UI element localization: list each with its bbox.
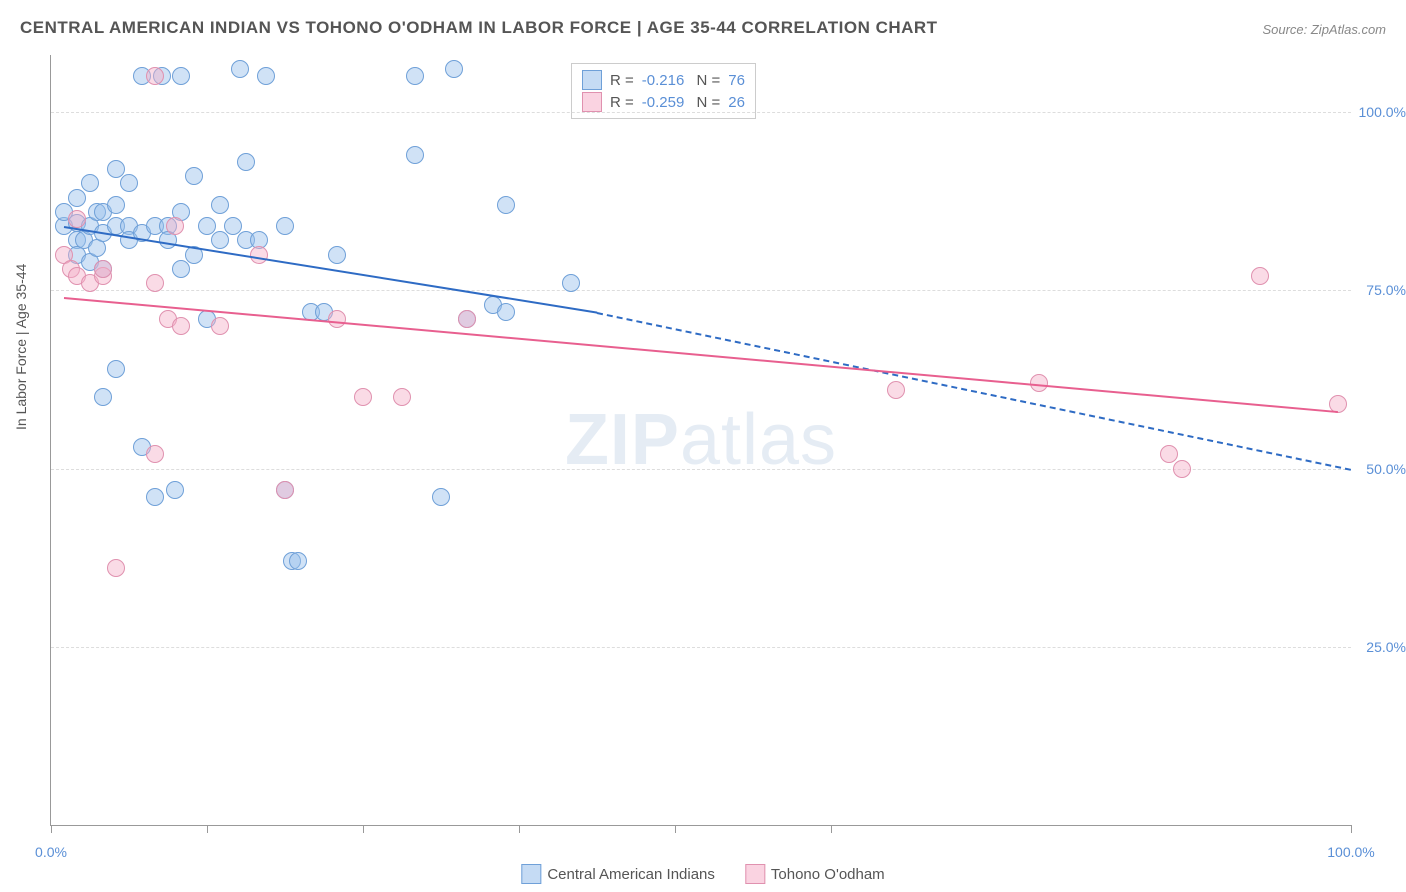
scatter-point [146, 274, 164, 292]
scatter-point [172, 260, 190, 278]
scatter-point [432, 488, 450, 506]
scatter-point [276, 217, 294, 235]
swatch-series1 [582, 70, 602, 90]
scatter-point [107, 160, 125, 178]
scatter-point [211, 231, 229, 249]
scatter-point [497, 303, 515, 321]
scatter-point [94, 260, 112, 278]
x-tick-label: 100.0% [1327, 844, 1374, 860]
scatter-point [94, 388, 112, 406]
scatter-point [107, 559, 125, 577]
scatter-point [257, 67, 275, 85]
scatter-point [328, 310, 346, 328]
scatter-point [81, 174, 99, 192]
scatter-point [146, 67, 164, 85]
scatter-point [458, 310, 476, 328]
scatter-point [172, 317, 190, 335]
scatter-point [120, 174, 138, 192]
source-label: Source: ZipAtlas.com [1262, 22, 1386, 37]
scatter-point [562, 274, 580, 292]
scatter-point [68, 189, 86, 207]
scatter-point [146, 488, 164, 506]
scatter-point [211, 196, 229, 214]
scatter-point [107, 196, 125, 214]
trend-line [64, 297, 1338, 413]
x-tick [1351, 825, 1352, 833]
legend-swatch-1 [521, 864, 541, 884]
scatter-point [107, 360, 125, 378]
y-tick-label: 50.0% [1366, 461, 1406, 477]
legend-swatch-2 [745, 864, 765, 884]
y-tick-label: 100.0% [1359, 104, 1406, 120]
scatter-point [497, 196, 515, 214]
legend-item-2: Tohono O'odham [745, 864, 885, 884]
scatter-point [276, 481, 294, 499]
scatter-point [328, 246, 346, 264]
scatter-point [445, 60, 463, 78]
scatter-point [406, 146, 424, 164]
swatch-series2 [582, 92, 602, 112]
stats-row-2: R = -0.259 N = 26 [582, 92, 745, 112]
scatter-point [1173, 460, 1191, 478]
x-tick [363, 825, 364, 833]
scatter-point [231, 60, 249, 78]
scatter-point [166, 481, 184, 499]
x-tick-label: 0.0% [35, 844, 67, 860]
x-tick [51, 825, 52, 833]
scatter-point [166, 217, 184, 235]
y-axis-label: In Labor Force | Age 35-44 [13, 264, 29, 430]
scatter-point [146, 445, 164, 463]
scatter-point [406, 67, 424, 85]
scatter-point [1160, 445, 1178, 463]
y-tick-label: 75.0% [1366, 282, 1406, 298]
x-tick [831, 825, 832, 833]
gridline [51, 112, 1351, 113]
stats-legend-box: R = -0.216 N = 76 R = -0.259 N = 26 [571, 63, 756, 119]
gridline [51, 469, 1351, 470]
trend-line-extrapolated [597, 312, 1351, 471]
bottom-legend: Central American Indians Tohono O'odham [521, 864, 884, 884]
scatter-point [211, 317, 229, 335]
chart-plot-area: ZIPatlas R = -0.216 N = 76 R = -0.259 N … [50, 55, 1351, 826]
y-tick-label: 25.0% [1366, 639, 1406, 655]
x-tick [207, 825, 208, 833]
scatter-point [250, 246, 268, 264]
gridline [51, 647, 1351, 648]
stats-row-1: R = -0.216 N = 76 [582, 70, 745, 90]
legend-item-1: Central American Indians [521, 864, 715, 884]
scatter-point [237, 153, 255, 171]
scatter-point [393, 388, 411, 406]
trend-line [64, 226, 597, 314]
x-tick [675, 825, 676, 833]
scatter-point [68, 210, 86, 228]
x-tick [519, 825, 520, 833]
scatter-point [289, 552, 307, 570]
chart-title: CENTRAL AMERICAN INDIAN VS TOHONO O'ODHA… [20, 18, 938, 38]
scatter-point [1251, 267, 1269, 285]
scatter-point [354, 388, 372, 406]
scatter-point [172, 67, 190, 85]
scatter-point [887, 381, 905, 399]
gridline [51, 290, 1351, 291]
scatter-point [185, 167, 203, 185]
